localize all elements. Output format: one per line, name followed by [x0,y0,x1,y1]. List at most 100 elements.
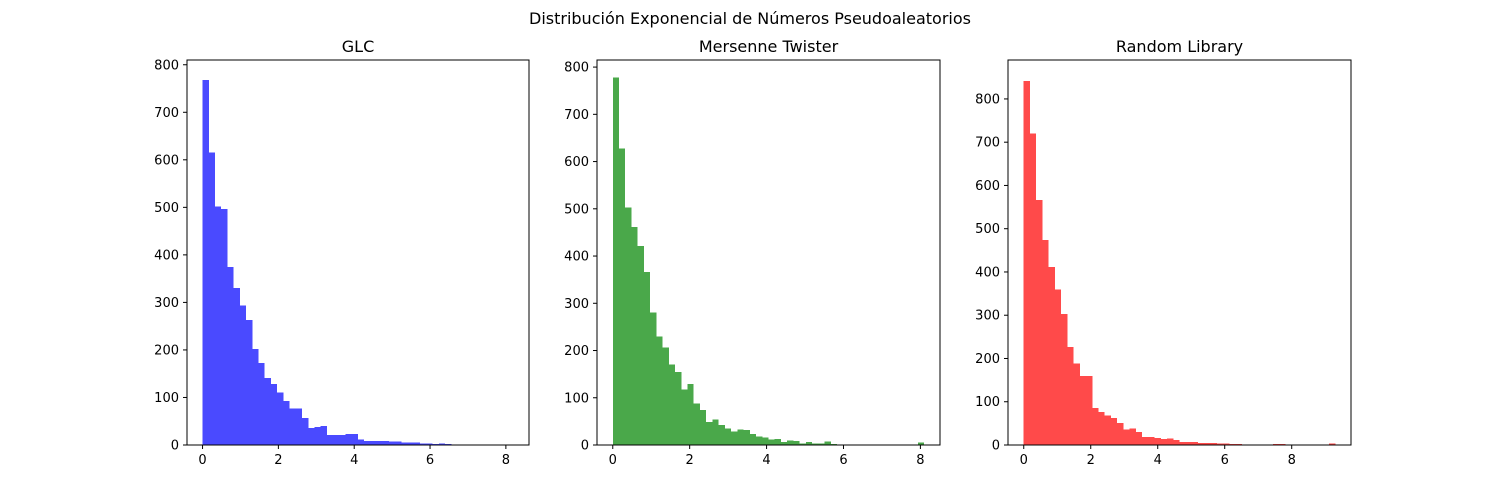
histogram-bars [202,79,514,446]
figure-title: Distribución Exponencial de Números Pseu… [529,9,971,28]
histogram-bar [805,442,813,445]
histogram-bar [737,429,744,445]
x-tick-label: 0 [1020,453,1028,468]
histogram-bar [1029,133,1037,446]
histogram-bar [731,431,738,445]
histogram-bar [1179,441,1186,445]
histogram-bar [693,403,700,445]
y-tick-label: 600 [564,155,589,170]
x-tick-label: 4 [350,453,358,468]
histogram-bar [1054,289,1062,445]
histogram-bar [389,441,396,445]
histogram-bar [718,425,725,445]
x-tick-label: 4 [1154,453,1162,468]
histogram-bar [712,419,719,445]
histogram-bar [1210,442,1217,445]
histogram-bar [208,152,215,445]
histogram-bar [295,408,303,445]
y-tick-label: 0 [581,439,589,454]
histogram-bar [1329,443,1336,445]
histogram-bar [1110,418,1118,445]
y-tick-label: 800 [154,58,179,73]
histogram-bar [407,442,414,445]
histogram-bar [1148,436,1155,445]
y-tick-label: 0 [992,439,1000,454]
chart-panel-2: 0 2 4 6 8 0 100 200 300 400 500 600 700 800 Mersenne T… [564,37,941,468]
histogram-bar [1098,412,1105,445]
histogram-bar [270,384,278,445]
histogram-bar [302,417,309,445]
histogram-bar [202,79,209,446]
histogram-bar [1191,441,1199,445]
subplot-title: GLC [342,37,374,56]
y-tick-label: 700 [564,108,589,123]
histogram-bar [252,348,259,445]
histogram-bar [756,436,763,445]
histogram-bar [1223,443,1230,445]
histogram-bar [1036,200,1043,445]
histogram-bar [1216,443,1224,445]
histogram-bar [824,441,831,445]
histogram-bar [264,377,271,445]
y-tick-label: 200 [154,343,179,358]
histogram-bar [1142,436,1149,445]
x-tick-label: 8 [916,453,924,468]
histogram-bar [395,441,402,445]
histogram-bar [793,441,800,445]
x-tick-label: 6 [839,453,847,468]
histogram-bar [1042,239,1049,445]
histogram-bars [1023,80,1336,446]
y-tick-label: 500 [154,201,179,216]
histogram-bar [358,439,365,445]
histogram-bar [1135,432,1143,445]
y-tick-label: 400 [975,265,1000,280]
y-tick-label: 100 [564,391,589,406]
histogram-bar [762,437,769,445]
histogram-bar [1048,266,1055,445]
x-tick-label: 6 [426,453,434,468]
histogram-bar [239,305,247,445]
histogram-bar [1073,363,1080,445]
x-tick-label: 8 [502,453,510,468]
histogram-bar [918,442,925,445]
y-tick-label: 400 [154,248,179,263]
histogram-bar [724,428,732,445]
histogram-bar [221,208,228,445]
histogram-bar [774,438,781,445]
histogram-bar [768,439,775,445]
histogram-bar [787,440,794,445]
histogram-bar [1104,415,1111,445]
histogram-bar [818,443,825,445]
histogram-bar [1092,408,1099,445]
histogram-bar [1023,80,1030,446]
histogram-bar [1185,441,1192,445]
y-tick-label: 500 [975,222,1000,237]
histogram-bar [699,410,707,445]
x-tick-label: 0 [609,453,617,468]
y-tick-label: 500 [564,202,589,217]
histogram-bar [612,77,619,446]
histogram-bar [1167,438,1174,445]
y-tick-label: 700 [975,136,1000,151]
histogram-bar [743,429,750,445]
histogram-bar [1086,376,1093,445]
y-tick-label: 100 [154,391,179,406]
histogram-bar [382,441,390,445]
x-tick-label: 2 [274,453,282,468]
histogram-bar [1198,442,1205,445]
histogram-bar [277,392,284,445]
histogram-bar [333,435,340,445]
subplot-title: Random Library [1116,37,1243,56]
histogram-bar [662,347,669,445]
histogram-bar [643,272,651,445]
histogram-bar [401,442,408,445]
y-tick-label: 300 [975,309,1000,324]
histogram-bar [631,226,638,445]
histogram-bar [258,363,265,445]
y-tick-label: 400 [564,250,589,265]
histogram-bar [1123,429,1130,445]
histogram-bar [413,442,421,445]
y-tick-label: 600 [975,179,1000,194]
histogram-bar [233,288,240,445]
